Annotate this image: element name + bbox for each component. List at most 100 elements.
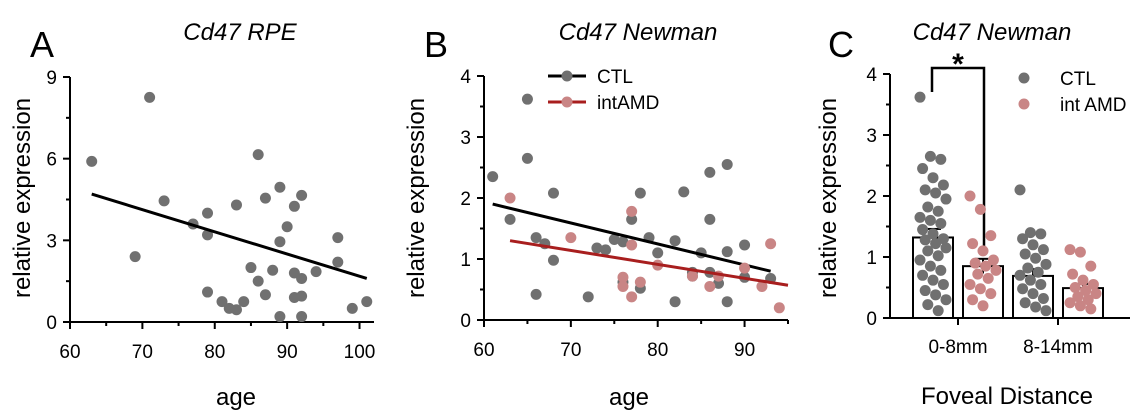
panel-b-point-ctl	[547, 254, 559, 266]
panel-c-point-amd	[1074, 300, 1086, 312]
panel-a-point-ctl	[274, 311, 286, 323]
panel-b-point-ctl	[721, 296, 733, 308]
panel-a-y-tick-label: 0	[46, 313, 57, 334]
panel-b-x-tick-label: 80	[647, 340, 668, 361]
panel-b-y-tick-label: 1	[460, 250, 471, 271]
panel-c-y-tick-label: 0	[866, 309, 877, 330]
legend-amd-marker	[561, 96, 573, 108]
panel-b-point-amd	[765, 238, 777, 250]
panel-c-point-ctl	[914, 254, 926, 266]
panel-b-point-amd	[704, 280, 716, 292]
panel-a-point-ctl	[252, 149, 264, 161]
panel-a-point-ctl	[296, 311, 308, 323]
panel-b-point-ctl	[504, 213, 516, 225]
panel-a-fit-line-ctl	[91, 192, 368, 280]
panel-c-point-amd	[1085, 260, 1097, 272]
panel-c-y-tick-label: 1	[866, 248, 877, 269]
panel-b-point-amd	[626, 205, 638, 217]
panel-b-point-amd	[504, 192, 516, 204]
panel-b-point-ctl	[608, 233, 620, 245]
panel-a-letter: A	[30, 24, 54, 65]
panel-c-point-ctl	[935, 153, 947, 165]
panel-c-point-amd	[990, 264, 1002, 276]
legend-c-ctl-marker	[1018, 72, 1030, 84]
panel-a-point-ctl	[296, 189, 308, 201]
panel-c-y-tick-label: 3	[866, 126, 877, 147]
panel-c-point-amd	[1072, 291, 1084, 303]
panel-c-point-ctl	[917, 163, 929, 175]
panel-a-point-ctl	[267, 264, 279, 276]
panel-c-point-amd	[967, 238, 979, 250]
panel-b-point-ctl	[530, 288, 542, 300]
panel-c-point-amd	[987, 254, 999, 266]
panel-c-plot: 0 1 2 3 4 0-8mm 8-14mm	[866, 65, 1130, 358]
panel-a-x-tick-label: 80	[204, 342, 225, 363]
panel-c-point-amd	[1080, 285, 1092, 297]
panel-c-legend: CTL int AMD	[1018, 69, 1127, 116]
panel-b-point-ctl	[591, 242, 603, 254]
legend-ctl-label: CTL	[597, 67, 633, 88]
panel-c-point-ctl	[1030, 301, 1042, 313]
panel-c-point-ctl	[930, 187, 942, 199]
panel-b-legend: CTL intAMD	[548, 67, 659, 114]
panel-c-point-ctl	[1014, 184, 1026, 196]
panel-c-point-ctl	[937, 179, 949, 191]
panel-a-point-ctl	[310, 266, 322, 278]
panel-c-point-ctl	[940, 193, 952, 205]
panel-b-point-ctl	[678, 186, 690, 198]
panel-c-point-amd	[974, 203, 986, 215]
panel-c: C Cd47 Newman relative expression Foveal…	[815, 19, 1130, 410]
panel-c-point-amd	[1069, 282, 1081, 293]
panel-c-point-amd	[974, 283, 986, 295]
panel-b-point-ctl	[704, 166, 716, 178]
panel-c-point-ctl	[919, 234, 931, 246]
panel-a-point-ctl	[288, 200, 300, 212]
panel-a-point-ctl	[216, 296, 228, 308]
panel-c-point-amd	[1082, 294, 1094, 306]
panel-b-point-amd	[626, 291, 638, 303]
panel-a-point-ctl	[259, 192, 271, 204]
panel-c-point-ctl	[930, 289, 942, 301]
panel-b-point-amd	[686, 270, 698, 282]
panel-b-x-tick-label: 60	[473, 340, 494, 361]
panel-a-point-ctl	[281, 221, 293, 233]
panel-c-point-amd	[1085, 303, 1097, 315]
panel-c-letter: C	[828, 24, 854, 65]
panel-c-point-ctl	[935, 217, 947, 229]
panel-a-point-ctl	[245, 262, 257, 274]
panel-c-point-ctl	[1017, 283, 1029, 295]
panel-c-title: Cd47 Newman	[913, 19, 1072, 46]
panel-b-point-amd	[756, 280, 768, 292]
panel-b-point-ctl	[704, 213, 716, 225]
panel-c-point-amd	[969, 257, 981, 269]
panel-b-title: Cd47 Newman	[559, 19, 718, 46]
panel-c-point-amd	[964, 278, 976, 290]
panel-b-point-amd	[739, 262, 751, 274]
panel-a-x-tick-label: 100	[344, 342, 376, 363]
panel-b-letter: B	[424, 24, 448, 65]
panel-a-plot: 0 3 6 9 60 70 80 90 100	[46, 68, 375, 363]
panel-c-point-ctl	[924, 150, 936, 162]
panel-b-point-ctl	[547, 187, 559, 199]
panel-c-point-amd	[972, 268, 984, 280]
panel-b-y-axis-label: relative expression	[403, 98, 430, 298]
panel-c-point-amd	[1064, 244, 1076, 256]
panel-c-point-ctl	[924, 260, 936, 272]
panel-c-point-ctl	[1017, 233, 1029, 245]
panel-b-point-ctl	[721, 158, 733, 170]
panel-c-point-ctl	[930, 238, 942, 250]
panel-c-point-amd	[1067, 268, 1079, 280]
panel-c-point-ctl	[1014, 269, 1026, 281]
panel-a-point-ctl	[296, 272, 308, 284]
panel-b-point-ctl	[617, 236, 629, 248]
panel-a-x-axis-label: age	[216, 384, 256, 411]
panel-c-point-ctl	[1035, 278, 1047, 290]
panel-c-point-ctl	[922, 201, 934, 213]
panel-b-fit-line-ctl	[492, 202, 771, 273]
panel-c-point-amd	[982, 272, 994, 284]
panel-c-point-ctl	[922, 299, 934, 311]
panel-b-point-amd	[634, 276, 646, 288]
panel-b-y-tick-label: 4	[460, 67, 471, 88]
panel-b-point-ctl	[626, 213, 638, 225]
